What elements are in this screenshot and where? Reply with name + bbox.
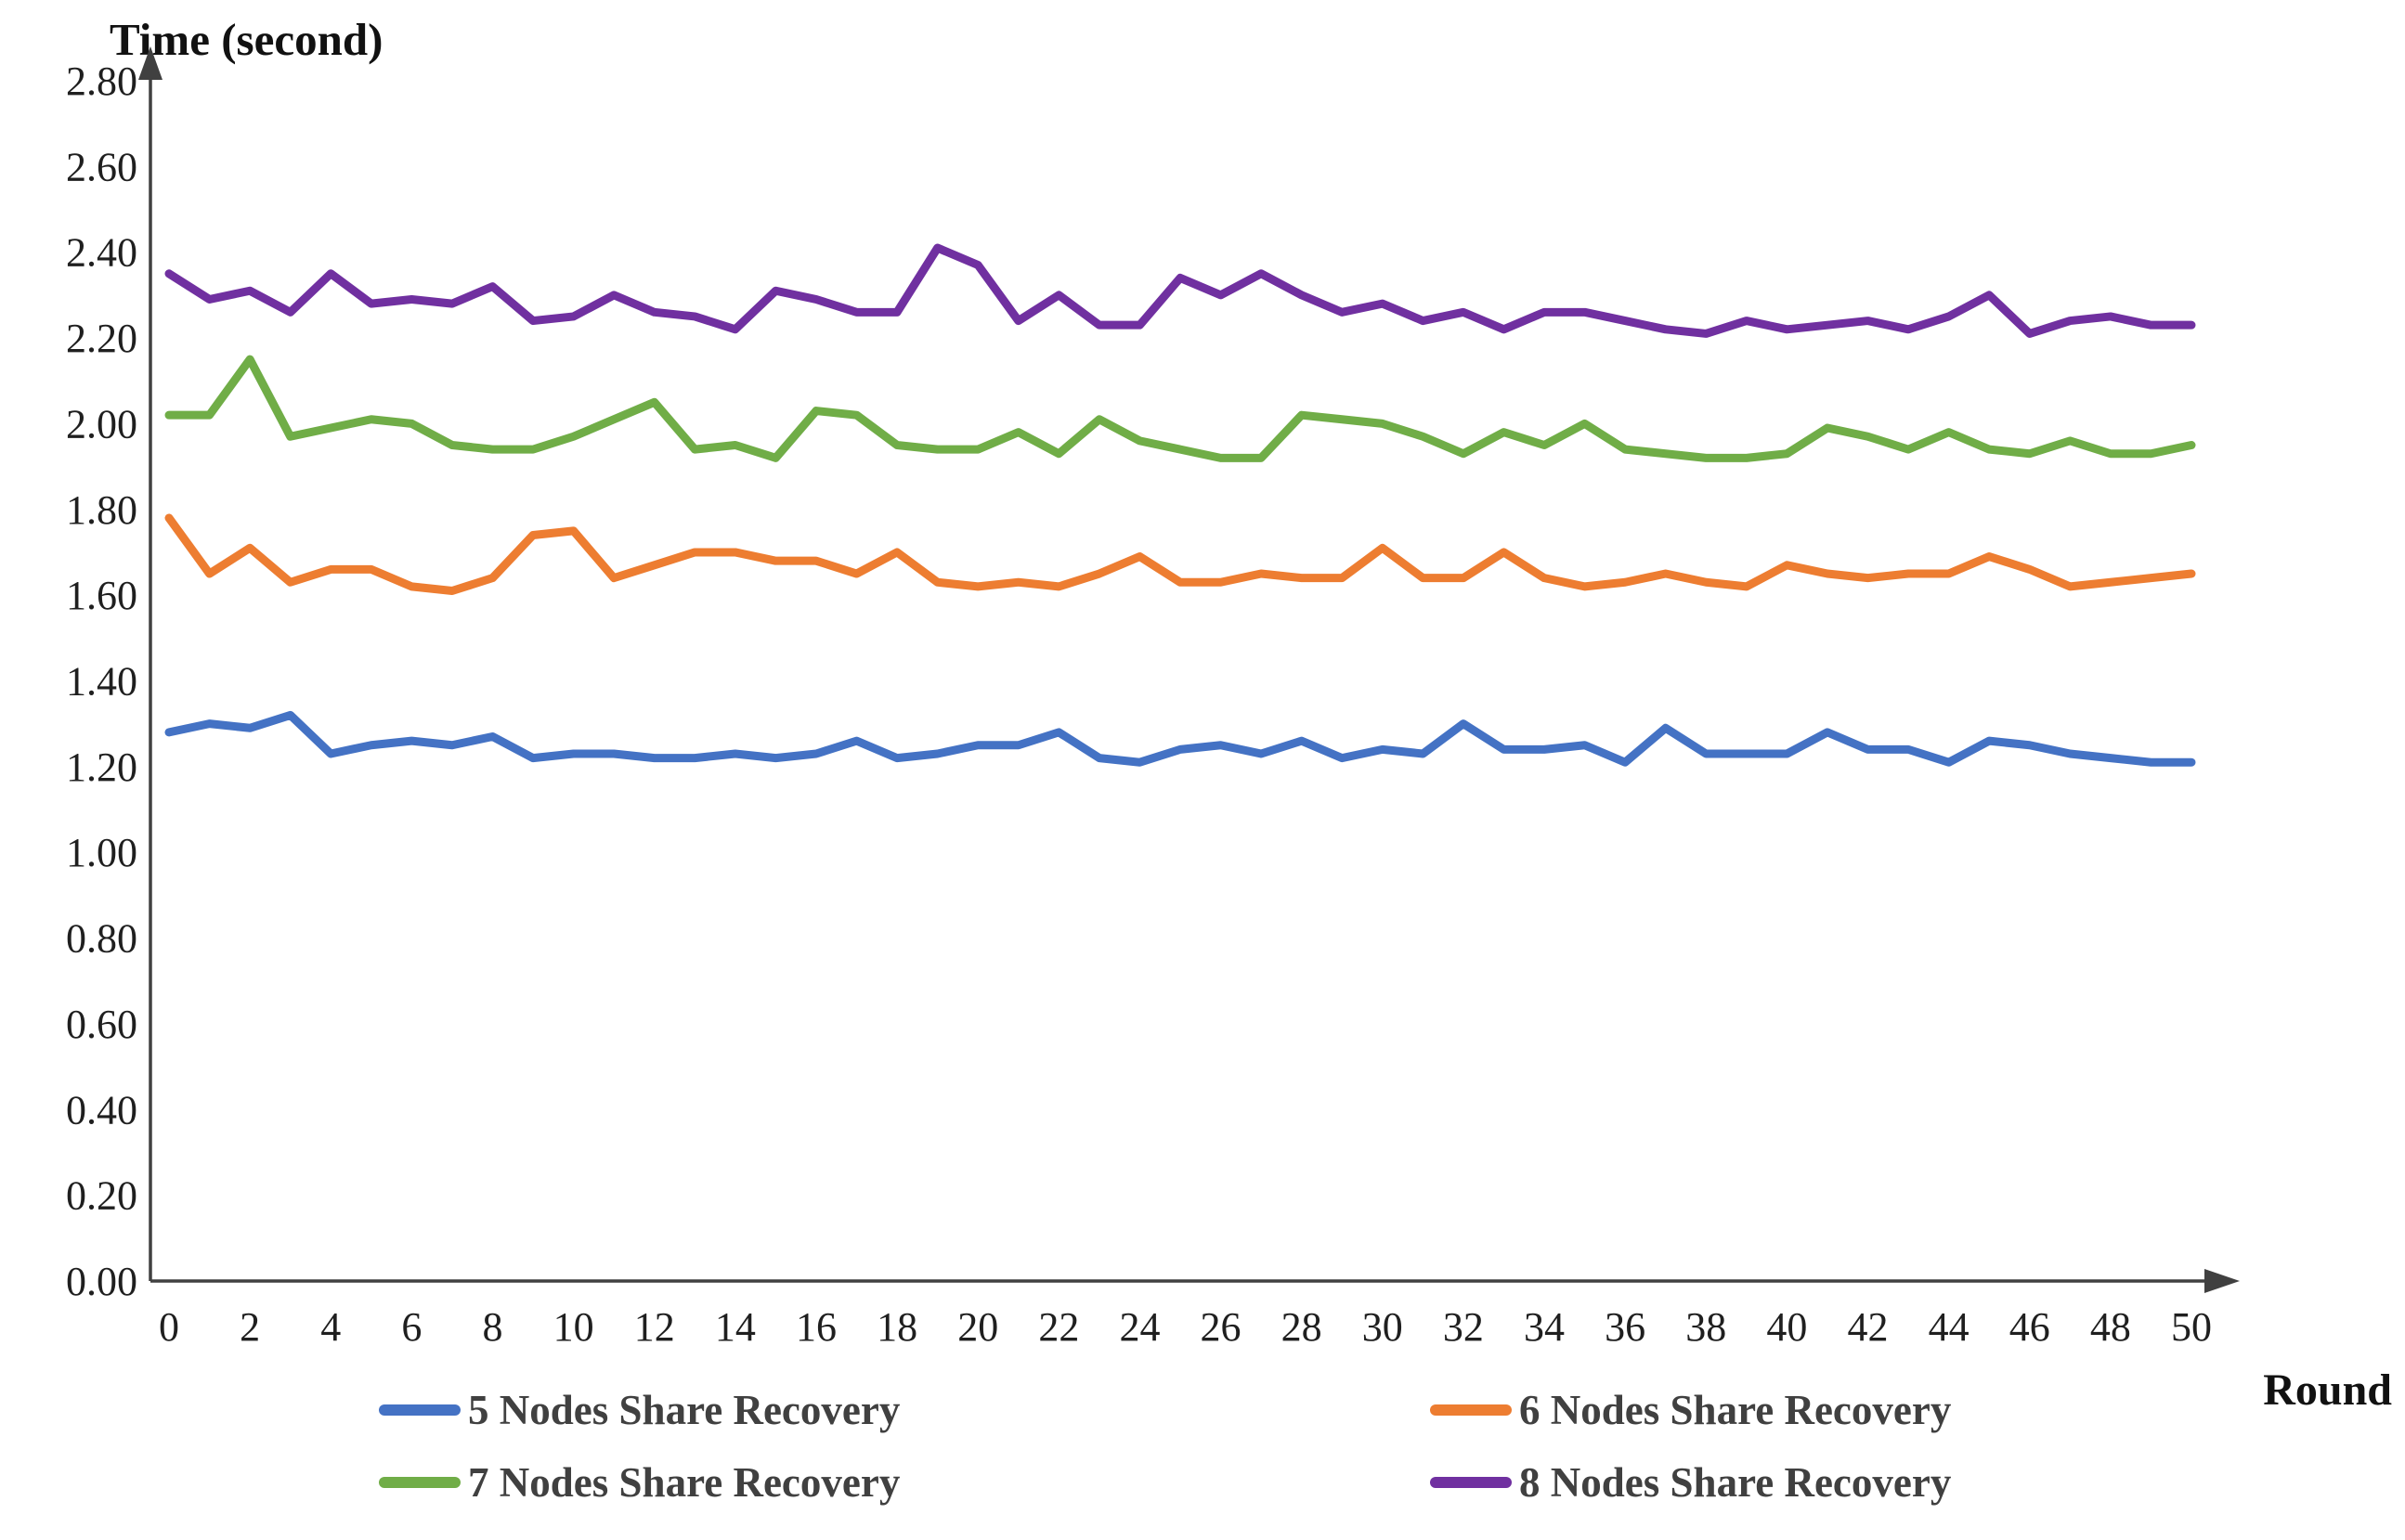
x-tick-label: 42 bbox=[1848, 1304, 1889, 1350]
y-tick-label: 2.80 bbox=[66, 58, 137, 104]
x-tick-label: 30 bbox=[1362, 1304, 1403, 1350]
legend-swatch-icon bbox=[379, 1404, 461, 1416]
y-tick-label: 2.00 bbox=[66, 401, 137, 446]
x-tick-label: 22 bbox=[1038, 1304, 1079, 1350]
y-tick-label: 2.40 bbox=[66, 230, 137, 276]
legend-item-7-nodes-share-recovery: 7 Nodes Share Recovery bbox=[379, 1459, 1430, 1506]
legend-item-6-nodes-share-recovery: 6 Nodes Share Recovery bbox=[1430, 1387, 2080, 1433]
legend-swatch-icon bbox=[1430, 1477, 1512, 1488]
legend: 5 Nodes Share Recovery 6 Nodes Share Reco… bbox=[379, 1387, 2080, 1506]
x-tick-label: 18 bbox=[877, 1304, 917, 1350]
x-tick-label: 2 bbox=[240, 1304, 260, 1350]
x-tick-label: 46 bbox=[2009, 1304, 2050, 1350]
x-tick-label: 24 bbox=[1119, 1304, 1160, 1350]
y-tick-label: 0.20 bbox=[66, 1173, 137, 1219]
legend-item-5-nodes-share-recovery: 5 Nodes Share Recovery bbox=[379, 1387, 1430, 1433]
y-tick-label: 1.20 bbox=[66, 744, 137, 790]
y-tick-label: 1.40 bbox=[66, 658, 137, 704]
x-tick-label: 32 bbox=[1443, 1304, 1484, 1350]
x-tick-label: 0 bbox=[159, 1304, 179, 1350]
x-tick-label: 14 bbox=[715, 1304, 756, 1350]
x-tick-label: 38 bbox=[1685, 1304, 1726, 1350]
x-axis-arrow-icon bbox=[2204, 1269, 2240, 1293]
legend-label: 8 Nodes Share Recovery bbox=[1519, 1459, 1952, 1506]
x-tick-label: 12 bbox=[634, 1304, 675, 1350]
y-tick-label: 0.00 bbox=[66, 1259, 137, 1304]
x-tick-label: 8 bbox=[482, 1304, 502, 1350]
x-tick-label: 16 bbox=[796, 1304, 837, 1350]
y-tick-label: 2.60 bbox=[66, 144, 137, 189]
y-tick-label: 1.80 bbox=[66, 487, 137, 533]
legend-swatch-icon bbox=[1430, 1404, 1512, 1416]
series-line-6-nodes-share-recovery bbox=[164, 513, 2196, 596]
y-axis-title: Time (second) bbox=[110, 14, 384, 65]
y-tick-label: 0.80 bbox=[66, 916, 137, 962]
y-tick-label: 1.60 bbox=[66, 573, 137, 618]
series-line-8-nodes-share-recovery bbox=[164, 243, 2196, 338]
x-tick-label: 20 bbox=[957, 1304, 998, 1350]
x-tick-label: 26 bbox=[1201, 1304, 1242, 1350]
x-tick-label: 40 bbox=[1766, 1304, 1807, 1350]
legend-item-8-nodes-share-recovery: 8 Nodes Share Recovery bbox=[1430, 1459, 2080, 1506]
x-tick-label: 28 bbox=[1281, 1304, 1322, 1350]
legend-label: 7 Nodes Share Recovery bbox=[468, 1459, 901, 1506]
x-tick-label: 6 bbox=[401, 1304, 422, 1350]
legend-swatch-icon bbox=[379, 1477, 461, 1488]
x-tick-label: 44 bbox=[1929, 1304, 1970, 1350]
y-tick-label: 2.20 bbox=[66, 316, 137, 361]
x-tick-label: 48 bbox=[2090, 1304, 2131, 1350]
x-axis-title: Round bbox=[2263, 1365, 2392, 1415]
x-tick-label: 4 bbox=[320, 1304, 341, 1350]
y-tick-label: 0.40 bbox=[66, 1087, 137, 1132]
legend-label: 6 Nodes Share Recovery bbox=[1519, 1387, 1952, 1433]
x-tick-label: 36 bbox=[1605, 1304, 1645, 1350]
y-axis-arrow-icon bbox=[138, 46, 162, 80]
x-tick-label: 34 bbox=[1524, 1304, 1565, 1350]
x-tick-label: 50 bbox=[2171, 1304, 2212, 1350]
y-tick-label: 1.00 bbox=[66, 830, 137, 875]
series-line-5-nodes-share-recovery bbox=[164, 710, 2196, 767]
x-tick-label: 10 bbox=[553, 1304, 594, 1350]
series-line-7-nodes-share-recovery bbox=[164, 355, 2196, 462]
y-tick-label: 0.60 bbox=[66, 1002, 137, 1047]
legend-label: 5 Nodes Share Recovery bbox=[468, 1387, 901, 1433]
